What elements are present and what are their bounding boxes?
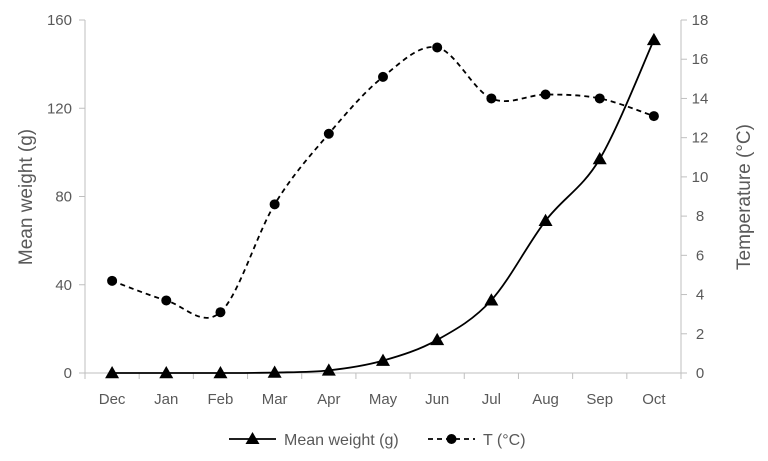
weight-point	[538, 213, 553, 227]
legend: Mean weight (g) T (°C)	[229, 432, 526, 449]
y-tick-label: 80	[55, 189, 72, 206]
x-tick-label: Aug	[532, 391, 559, 408]
weight-point	[592, 151, 607, 165]
y2-tick-label: 16	[692, 51, 709, 68]
weight-point	[484, 293, 499, 306]
x-tick-label: Dec	[99, 391, 126, 408]
y2-tick-label: 0	[696, 365, 704, 382]
weight-point	[267, 365, 282, 378]
weight-point	[213, 366, 228, 379]
y2-tick-label: 2	[696, 326, 704, 343]
y2-axis-title: Temperature (°C)	[734, 124, 755, 270]
y2-tick-label: 14	[692, 90, 709, 107]
x-tick-label: Oct	[642, 391, 666, 408]
x-tick-label: Sep	[586, 391, 613, 408]
temperature-point	[486, 93, 497, 104]
x-tick-label: Jan	[154, 391, 178, 408]
weight-line	[112, 39, 655, 374]
weight-point	[430, 332, 445, 346]
y-tick-label: 120	[47, 100, 72, 117]
y2-tick-label: 12	[692, 130, 709, 147]
temperature-point	[594, 93, 605, 104]
temperature-point	[215, 307, 226, 318]
temperature-point	[161, 295, 172, 306]
axes: 0 40 80 120 160 0 2 4 6 8 10 12 14 16 18 Dec Jan Feb Mar Ap…	[47, 12, 708, 408]
y2-tick-label: 4	[696, 287, 704, 304]
legend-temp-marker	[446, 434, 457, 444]
y-tick-label: 160	[47, 12, 72, 29]
weight-point	[376, 353, 390, 366]
y2-tick-label: 10	[692, 169, 709, 186]
series-temperature	[107, 42, 659, 319]
weight-point	[105, 366, 120, 379]
y2-tick-label: 6	[696, 247, 704, 264]
y2-tick-label: 18	[692, 12, 709, 29]
temperature-point	[269, 199, 280, 210]
x-tick-label: Mar	[262, 391, 288, 408]
y-tick-label: 40	[55, 277, 72, 294]
temperature-point	[378, 71, 388, 82]
temperature-point	[432, 42, 443, 53]
temperature-point	[323, 128, 334, 139]
legend-weight-label: Mean weight (g)	[284, 432, 399, 449]
x-tick-label: Apr	[317, 391, 340, 408]
y-axis-title: Mean weight (g)	[16, 129, 37, 265]
temperature-line	[111, 46, 655, 319]
y-tick-label: 0	[64, 365, 72, 382]
x-tick-label: Jul	[482, 391, 501, 408]
temperature-point	[648, 111, 659, 122]
legend-weight-marker	[245, 432, 260, 444]
y2-tick-label: 8	[696, 208, 704, 225]
x-tick-label: May	[369, 391, 398, 408]
x-tick-label: Feb	[208, 391, 234, 408]
x-tick-label: Jun	[425, 391, 449, 408]
temperature-point	[107, 275, 118, 286]
legend-temp-label: T (°C)	[483, 432, 526, 449]
temperature-point	[540, 89, 551, 100]
weight-point	[646, 32, 661, 46]
weight-point	[159, 366, 174, 379]
weight-point	[321, 363, 336, 376]
series-mean-weight	[105, 32, 661, 379]
